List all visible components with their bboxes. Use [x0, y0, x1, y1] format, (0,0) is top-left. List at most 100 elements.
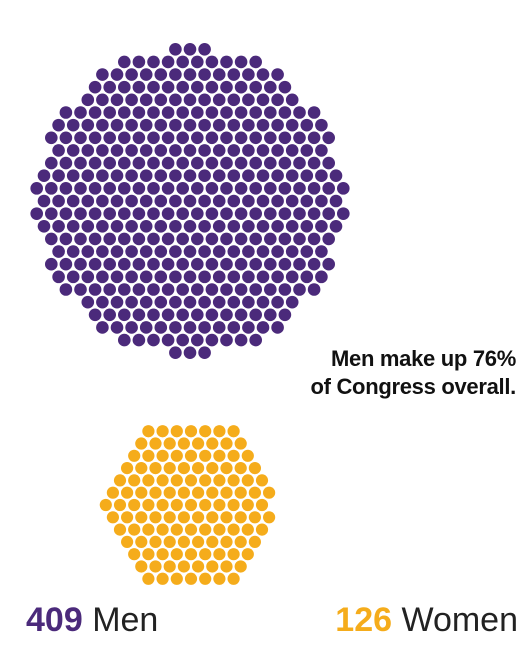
women-dot	[213, 449, 226, 462]
men-dot	[285, 169, 299, 183]
men-dot	[154, 93, 168, 107]
women-dot	[156, 498, 169, 512]
men-dot	[264, 257, 277, 271]
men-dot	[227, 93, 241, 107]
men-dot	[132, 232, 146, 246]
men-dot	[293, 232, 306, 246]
men-dot	[88, 80, 102, 94]
men-dot	[227, 245, 241, 258]
women-dot	[163, 437, 176, 450]
women-dot	[192, 486, 205, 499]
men-dot	[205, 333, 219, 347]
women-dot	[163, 462, 176, 475]
men-dot	[169, 219, 182, 233]
women-dot	[220, 437, 233, 450]
men-dot	[59, 232, 73, 246]
men-dot	[212, 144, 226, 157]
men-dot	[169, 93, 182, 107]
women-dot	[206, 462, 219, 475]
men-dot	[45, 207, 58, 220]
men-dot	[169, 68, 182, 81]
women-dot	[135, 560, 148, 573]
women-label: Women	[401, 601, 518, 639]
women-dot	[121, 462, 134, 475]
men-dot	[293, 182, 306, 195]
men-dot	[278, 80, 292, 94]
men-dot	[205, 308, 219, 322]
men-dot	[183, 68, 197, 81]
men-dot	[212, 118, 226, 132]
men-dot	[183, 270, 197, 284]
men-dot	[96, 245, 109, 258]
women-dot	[213, 474, 226, 487]
men-dot	[88, 308, 102, 322]
men-dot	[191, 182, 204, 195]
men-dot	[183, 144, 197, 157]
men-dot	[169, 169, 182, 183]
women-dot	[213, 498, 226, 512]
men-dot	[191, 232, 204, 246]
men-dot	[220, 257, 233, 271]
men-dot	[278, 106, 292, 119]
men-dot	[169, 118, 182, 132]
men-dot	[132, 131, 146, 145]
men-dot	[110, 144, 124, 157]
men-dot	[161, 106, 175, 119]
men-dot	[293, 257, 306, 271]
men-dot	[118, 182, 131, 195]
men-dot	[271, 68, 284, 81]
men-dot	[74, 182, 87, 195]
men-dot	[212, 270, 226, 284]
men-dot	[227, 118, 241, 132]
men-dot	[337, 207, 350, 220]
men-dot	[110, 270, 124, 284]
men-dot	[212, 194, 226, 208]
men-dot	[74, 106, 87, 119]
men-dot	[249, 106, 262, 119]
men-dot	[242, 219, 255, 233]
men-dot	[256, 295, 270, 309]
men-dot	[139, 118, 153, 132]
women-dot	[227, 474, 240, 487]
men-dot	[147, 207, 160, 220]
women-dot-cluster	[99, 425, 276, 585]
men-dot	[118, 80, 131, 94]
men-dot	[300, 118, 314, 132]
men-dot	[315, 144, 328, 157]
men-dot	[176, 106, 189, 119]
men-dot	[125, 321, 138, 334]
men-dot	[264, 106, 277, 119]
men-dot	[147, 257, 160, 271]
women-dot	[113, 498, 127, 512]
men-dot	[147, 283, 160, 296]
men-dot	[81, 169, 95, 183]
men-dot	[139, 68, 153, 81]
men-dot	[147, 55, 160, 69]
men-dot	[118, 106, 131, 119]
men-dot	[191, 55, 204, 69]
men-dot	[271, 93, 284, 107]
women-dot	[234, 560, 247, 573]
women-dot	[248, 511, 261, 524]
men-dot	[110, 321, 124, 334]
women-dot	[170, 548, 183, 561]
men-dot	[154, 321, 168, 334]
men-dot	[285, 295, 299, 309]
women-dot	[241, 548, 254, 561]
women-dot	[156, 548, 169, 561]
men-dot	[264, 80, 277, 94]
men-dot	[271, 169, 284, 183]
men-dot	[322, 131, 336, 145]
men-dot	[176, 308, 189, 322]
men-dot	[81, 295, 95, 309]
women-dot	[121, 511, 134, 524]
men-dot	[96, 270, 109, 284]
men-dot	[118, 156, 131, 170]
men-dot	[103, 207, 116, 220]
men-dot	[74, 283, 87, 296]
men-dot	[139, 169, 153, 183]
women-dot	[241, 523, 254, 536]
men-dot	[52, 245, 65, 258]
men-dot	[132, 207, 146, 220]
women-dot	[113, 474, 127, 487]
